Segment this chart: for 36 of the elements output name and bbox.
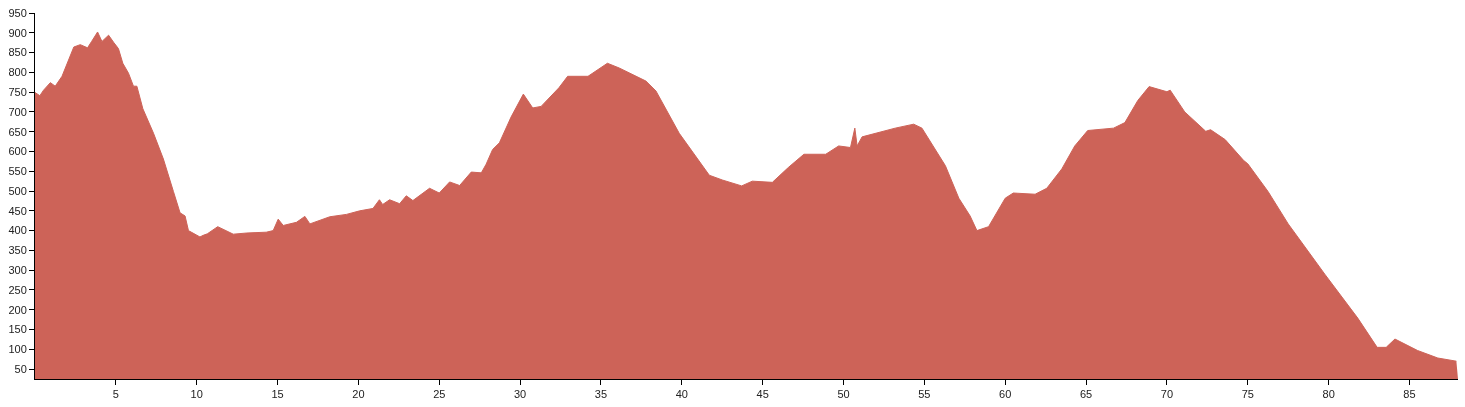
x-tick-label: 55 xyxy=(918,388,931,401)
y-tick-label: 200 xyxy=(8,303,27,316)
y-tick-label: 300 xyxy=(8,264,27,277)
x-tick-label: 65 xyxy=(1079,388,1093,401)
x-tick-label: 75 xyxy=(1241,388,1254,401)
y-tick-label: 550 xyxy=(8,165,27,178)
x-tick-label: 85 xyxy=(1403,388,1416,401)
x-tick-label: 25 xyxy=(433,388,446,401)
x-tick-label: 50 xyxy=(837,388,850,401)
x-tick-label: 30 xyxy=(513,388,527,401)
y-tick-label: 950 xyxy=(8,6,27,19)
y-tick-label: 800 xyxy=(8,66,27,79)
x-tick-label: 20 xyxy=(352,388,365,401)
y-tick-label: 50 xyxy=(14,362,27,375)
y-tick-label: 900 xyxy=(8,26,27,39)
y-tick-label: 100 xyxy=(8,343,27,356)
x-tick-label: 15 xyxy=(271,388,284,401)
y-tick-label: 500 xyxy=(8,184,27,197)
y-tick-label: 150 xyxy=(8,323,27,336)
y-tick-label: 450 xyxy=(8,204,27,217)
y-tick-label: 350 xyxy=(8,244,27,257)
y-tick-label: 850 xyxy=(8,46,27,59)
x-tick-label: 40 xyxy=(675,388,688,401)
x-tick-label: 5 xyxy=(112,388,119,401)
y-tick-label: 650 xyxy=(8,125,27,138)
y-tick-label: 250 xyxy=(8,283,27,296)
y-tick-label: 600 xyxy=(8,145,27,158)
y-tick-label: 700 xyxy=(8,105,27,118)
y-tick-label: 400 xyxy=(8,224,27,237)
x-tick-label: 45 xyxy=(756,388,769,401)
x-tick-label: 60 xyxy=(999,388,1012,401)
y-tick-label: 750 xyxy=(8,85,27,98)
x-tick-label: 35 xyxy=(594,388,608,401)
x-tick-label: 10 xyxy=(190,388,203,401)
x-tick-label: 70 xyxy=(1160,388,1174,401)
x-tick-label: 80 xyxy=(1322,388,1335,401)
